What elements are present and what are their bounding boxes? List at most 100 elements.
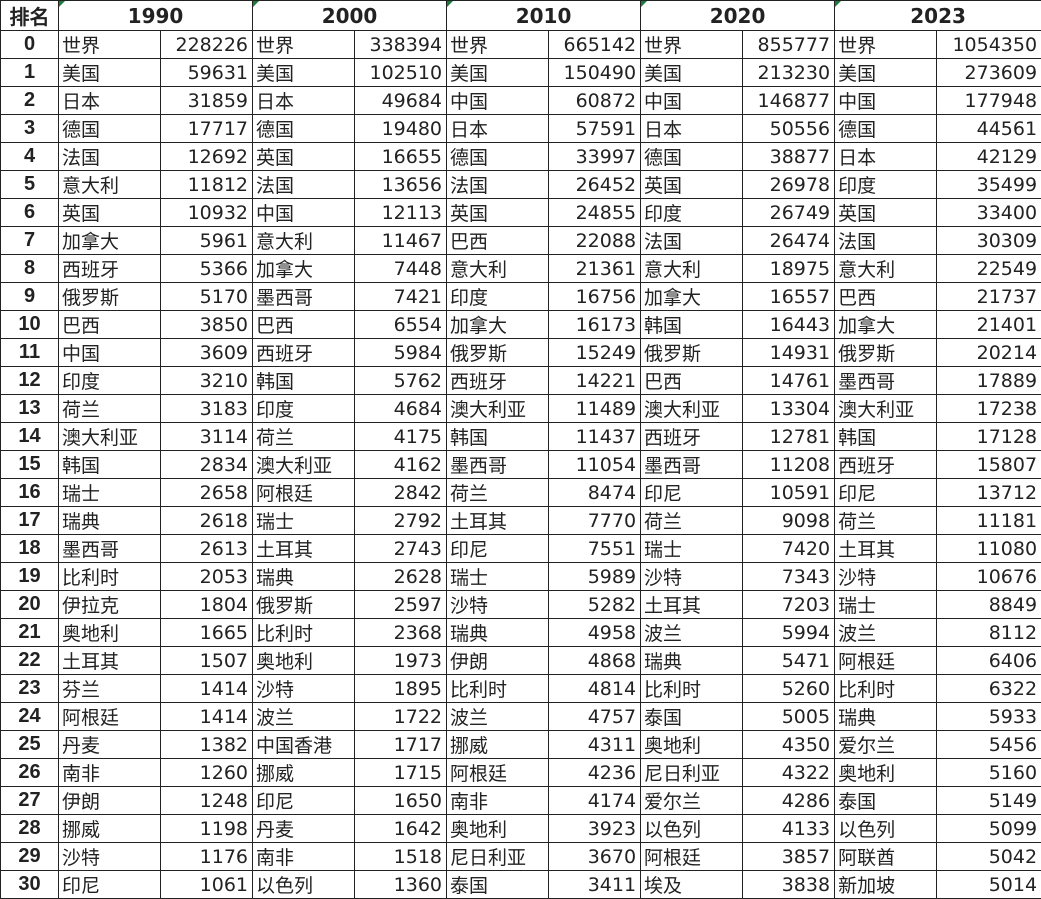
rank-cell[interactable]: 1: [1, 59, 59, 87]
rank-cell[interactable]: 13: [1, 395, 59, 423]
country-cell[interactable]: 印尼: [59, 871, 161, 899]
gdp-value-cell[interactable]: 5456: [937, 731, 1041, 759]
country-cell[interactable]: 比利时: [59, 563, 161, 591]
country-cell[interactable]: 沙特: [835, 563, 937, 591]
gdp-value-cell[interactable]: 4350: [743, 731, 835, 759]
country-cell[interactable]: 韩国: [59, 451, 161, 479]
gdp-value-cell[interactable]: 338394: [355, 31, 447, 59]
gdp-value-cell[interactable]: 1260: [161, 759, 253, 787]
gdp-value-cell[interactable]: 1360: [355, 871, 447, 899]
rank-cell[interactable]: 21: [1, 619, 59, 647]
country-cell[interactable]: 英国: [447, 199, 549, 227]
country-cell[interactable]: 比利时: [447, 675, 549, 703]
rank-cell[interactable]: 20: [1, 591, 59, 619]
country-cell[interactable]: 美国: [59, 59, 161, 87]
gdp-value-cell[interactable]: 60872: [549, 87, 641, 115]
gdp-value-cell[interactable]: 59631: [161, 59, 253, 87]
gdp-value-cell[interactable]: 26452: [549, 171, 641, 199]
country-cell[interactable]: 伊拉克: [59, 591, 161, 619]
country-cell[interactable]: 泰国: [447, 871, 549, 899]
country-cell[interactable]: 伊朗: [447, 647, 549, 675]
country-cell[interactable]: 波兰: [641, 619, 743, 647]
country-cell[interactable]: 印度: [447, 283, 549, 311]
rank-cell[interactable]: 23: [1, 675, 59, 703]
gdp-value-cell[interactable]: 17238: [937, 395, 1041, 423]
country-cell[interactable]: 瑞典: [253, 563, 355, 591]
country-cell[interactable]: 世界: [447, 31, 549, 59]
country-cell[interactable]: 加拿大: [641, 283, 743, 311]
gdp-value-cell[interactable]: 1665: [161, 619, 253, 647]
country-cell[interactable]: 意大利: [835, 255, 937, 283]
country-cell[interactable]: 西班牙: [835, 451, 937, 479]
country-cell[interactable]: 瑞士: [641, 535, 743, 563]
gdp-value-cell[interactable]: 177948: [937, 87, 1041, 115]
country-cell[interactable]: 日本: [447, 115, 549, 143]
gdp-value-cell[interactable]: 1804: [161, 591, 253, 619]
country-cell[interactable]: 澳大利亚: [59, 423, 161, 451]
gdp-value-cell[interactable]: 30309: [937, 227, 1041, 255]
country-cell[interactable]: 德国: [835, 115, 937, 143]
gdp-value-cell[interactable]: 150490: [549, 59, 641, 87]
gdp-value-cell[interactable]: 7551: [549, 535, 641, 563]
country-cell[interactable]: 日本: [835, 143, 937, 171]
country-cell[interactable]: 印尼: [253, 787, 355, 815]
country-cell[interactable]: 土耳其: [253, 535, 355, 563]
gdp-value-cell[interactable]: 1061: [161, 871, 253, 899]
country-cell[interactable]: 墨西哥: [835, 367, 937, 395]
country-cell[interactable]: 阿根廷: [253, 479, 355, 507]
country-cell[interactable]: 美国: [447, 59, 549, 87]
gdp-value-cell[interactable]: 3183: [161, 395, 253, 423]
gdp-value-cell[interactable]: 4174: [549, 787, 641, 815]
country-cell[interactable]: 以色列: [641, 815, 743, 843]
country-cell[interactable]: 荷兰: [835, 507, 937, 535]
gdp-value-cell[interactable]: 12692: [161, 143, 253, 171]
country-cell[interactable]: 沙特: [641, 563, 743, 591]
country-cell[interactable]: 巴西: [447, 227, 549, 255]
country-cell[interactable]: 中国: [835, 87, 937, 115]
rank-cell[interactable]: 16: [1, 479, 59, 507]
country-cell[interactable]: 巴西: [835, 283, 937, 311]
gdp-value-cell[interactable]: 26978: [743, 171, 835, 199]
country-cell[interactable]: 中国: [59, 339, 161, 367]
rank-cell[interactable]: 26: [1, 759, 59, 787]
gdp-value-cell[interactable]: 3923: [549, 815, 641, 843]
gdp-value-cell[interactable]: 3609: [161, 339, 253, 367]
gdp-value-cell[interactable]: 228226: [161, 31, 253, 59]
country-cell[interactable]: 俄罗斯: [835, 339, 937, 367]
gdp-value-cell[interactable]: 1650: [355, 787, 447, 815]
country-cell[interactable]: 印度: [835, 171, 937, 199]
country-cell[interactable]: 澳大利亚: [835, 395, 937, 423]
gdp-value-cell[interactable]: 5149: [937, 787, 1041, 815]
gdp-value-cell[interactable]: 3210: [161, 367, 253, 395]
country-cell[interactable]: 泰国: [835, 787, 937, 815]
gdp-value-cell[interactable]: 3114: [161, 423, 253, 451]
gdp-value-cell[interactable]: 4162: [355, 451, 447, 479]
gdp-value-cell[interactable]: 2618: [161, 507, 253, 535]
rank-cell[interactable]: 28: [1, 815, 59, 843]
gdp-value-cell[interactable]: 7421: [355, 283, 447, 311]
country-cell[interactable]: 英国: [641, 171, 743, 199]
gdp-value-cell[interactable]: 16557: [743, 283, 835, 311]
country-cell[interactable]: 阿根廷: [641, 843, 743, 871]
country-cell[interactable]: 荷兰: [447, 479, 549, 507]
gdp-value-cell[interactable]: 1382: [161, 731, 253, 759]
country-cell[interactable]: 南非: [253, 843, 355, 871]
country-cell[interactable]: 德国: [59, 115, 161, 143]
gdp-value-cell[interactable]: 14221: [549, 367, 641, 395]
gdp-value-cell[interactable]: 5042: [937, 843, 1041, 871]
gdp-value-cell[interactable]: 5933: [937, 703, 1041, 731]
country-cell[interactable]: 荷兰: [641, 507, 743, 535]
gdp-value-cell[interactable]: 7448: [355, 255, 447, 283]
gdp-value-cell[interactable]: 16173: [549, 311, 641, 339]
gdp-value-cell[interactable]: 6554: [355, 311, 447, 339]
gdp-value-cell[interactable]: 21361: [549, 255, 641, 283]
rank-cell[interactable]: 22: [1, 647, 59, 675]
country-cell[interactable]: 奥地利: [447, 815, 549, 843]
rank-cell[interactable]: 6: [1, 199, 59, 227]
gdp-value-cell[interactable]: 22088: [549, 227, 641, 255]
country-cell[interactable]: 丹麦: [253, 815, 355, 843]
country-cell[interactable]: 德国: [447, 143, 549, 171]
country-cell[interactable]: 比利时: [253, 619, 355, 647]
gdp-value-cell[interactable]: 11489: [549, 395, 641, 423]
country-cell[interactable]: 尼日利亚: [447, 843, 549, 871]
